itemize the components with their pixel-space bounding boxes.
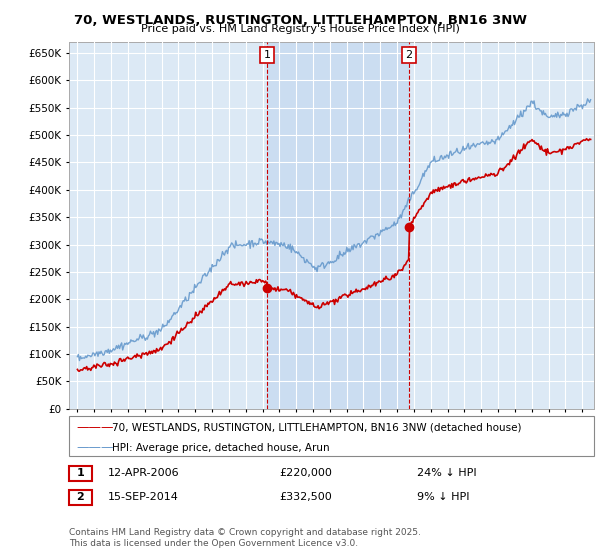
Text: £332,500: £332,500 [279, 492, 332, 502]
Text: 15-SEP-2014: 15-SEP-2014 [108, 492, 179, 502]
Text: 1: 1 [264, 50, 271, 60]
Text: ———: ——— [76, 441, 114, 454]
Text: Price paid vs. HM Land Registry's House Price Index (HPI): Price paid vs. HM Land Registry's House … [140, 24, 460, 34]
Text: 70, WESTLANDS, RUSTINGTON, LITTLEHAMPTON, BN16 3NW: 70, WESTLANDS, RUSTINGTON, LITTLEHAMPTON… [74, 14, 527, 27]
Text: HPI: Average price, detached house, Arun: HPI: Average price, detached house, Arun [112, 442, 330, 452]
Text: ———: ——— [76, 421, 114, 434]
Bar [267, 42, 409, 409]
Text: £220,000: £220,000 [279, 468, 332, 478]
Text: 24% ↓ HPI: 24% ↓ HPI [417, 468, 476, 478]
Text: Contains HM Land Registry data © Crown copyright and database right 2025.
This d: Contains HM Land Registry data © Crown c… [69, 528, 421, 548]
Text: 2: 2 [77, 492, 84, 502]
Text: 70, WESTLANDS, RUSTINGTON, LITTLEHAMPTON, BN16 3NW (detached house): 70, WESTLANDS, RUSTINGTON, LITTLEHAMPTON… [112, 422, 522, 432]
Text: 9% ↓ HPI: 9% ↓ HPI [417, 492, 469, 502]
Text: 2: 2 [406, 50, 413, 60]
Text: 1: 1 [77, 468, 84, 478]
Text: 12-APR-2006: 12-APR-2006 [108, 468, 179, 478]
